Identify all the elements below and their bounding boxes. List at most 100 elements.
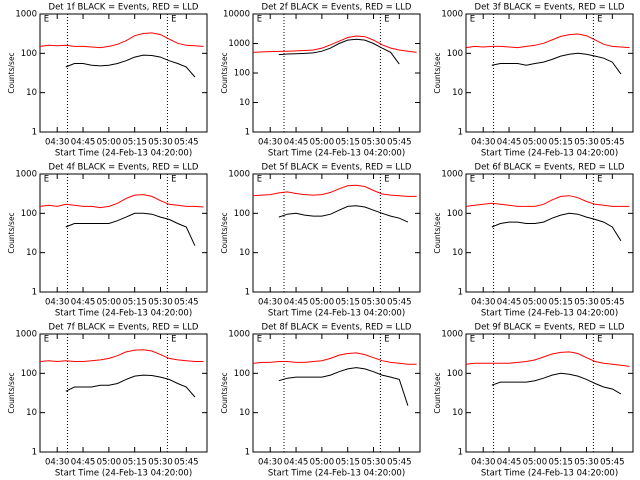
x-tick-label: 05:30: [148, 458, 173, 468]
x-tick-label: 04:30: [471, 298, 496, 308]
x-tick-label: 05:15: [548, 458, 573, 468]
x-tick-label: 05:15: [548, 138, 573, 148]
y-tick-label: 1: [245, 448, 250, 458]
plot-frame: [252, 333, 421, 453]
series-line: [278, 367, 409, 406]
panel: Det 1f BLACK = Events, RED = LLD Start Ti…: [7, 3, 208, 159]
x-tick-label: 05:15: [122, 458, 147, 468]
chart-title: Det 3f BLACK = Events, RED = LLD: [475, 3, 625, 13]
y-tick-label: 100: [234, 69, 250, 79]
y-tick-label: 1000: [441, 170, 463, 180]
x-tick-label: 04:45: [497, 138, 522, 148]
time-marker-label: E: [171, 175, 176, 185]
time-marker-label: E: [384, 175, 389, 185]
time-marker-label: E: [44, 335, 49, 345]
x-tick-label: 05:30: [361, 458, 386, 468]
y-tick-label: 10: [452, 88, 463, 98]
x-tick-label: 04:45: [71, 138, 96, 148]
y-tick-label: 1: [458, 448, 463, 458]
y-axis-label: Counts/sec: [433, 372, 442, 413]
x-axis-label: Start Time (24-Feb-13 04:20:00): [55, 309, 192, 319]
series-line: [278, 38, 400, 65]
plot-frame: [465, 173, 634, 293]
series-line: [65, 212, 196, 246]
x-tick-label: 05:45: [174, 458, 199, 468]
time-marker-label: E: [470, 335, 475, 345]
x-tick-label: 05:00: [310, 138, 335, 148]
y-tick-label: 10000: [223, 10, 250, 20]
time-marker-label: E: [257, 15, 262, 25]
y-tick-label: 1: [32, 288, 37, 298]
y-tick-label: 10: [239, 408, 250, 418]
x-tick-label: 05:30: [148, 138, 173, 148]
y-tick-label: 1000: [228, 39, 250, 49]
x-tick-label: 05:45: [600, 458, 625, 468]
time-marker-label: E: [470, 175, 475, 185]
time-marker-label: E: [171, 335, 176, 345]
series-line: [465, 33, 630, 49]
series-line: [252, 352, 417, 365]
y-tick-label: 10: [239, 98, 250, 108]
x-tick-label: 05:45: [387, 298, 412, 308]
y-tick-label: 100: [21, 369, 37, 379]
y-tick-label: 1: [245, 288, 250, 298]
x-tick-label: 05:15: [122, 298, 147, 308]
y-tick-label: 10: [26, 88, 37, 98]
y-tick-label: 1000: [15, 10, 37, 20]
x-tick-label: 05:30: [148, 298, 173, 308]
y-tick-label: 1000: [228, 330, 250, 340]
panel: Det 2f BLACK = Events, RED = LLD Start Ti…: [220, 3, 421, 159]
x-tick-label: 04:30: [45, 138, 70, 148]
y-tick-label: 10: [239, 248, 250, 258]
series-line: [465, 195, 630, 207]
x-tick-label: 05:45: [387, 138, 412, 148]
y-axis-label: Counts/sec: [220, 212, 229, 253]
plot-frame: [465, 13, 634, 133]
series-line: [39, 194, 204, 209]
y-tick-label: 1000: [441, 330, 463, 340]
y-axis-label: Counts/sec: [433, 212, 442, 253]
y-axis-label: Counts/sec: [220, 372, 229, 413]
x-tick-label: 05:30: [361, 138, 386, 148]
panel: Det 8f BLACK = Events, RED = LLD Start Ti…: [220, 323, 421, 479]
y-tick-label: 1000: [15, 330, 37, 340]
x-tick-label: 04:30: [258, 298, 283, 308]
x-tick-label: 05:45: [600, 298, 625, 308]
x-tick-label: 05:45: [387, 458, 412, 468]
y-tick-label: 1000: [228, 170, 250, 180]
series-line: [491, 212, 622, 242]
series-line: [39, 32, 204, 49]
time-marker-label: E: [44, 15, 49, 25]
panel: Det 6f BLACK = Events, RED = LLD Start Ti…: [433, 163, 634, 319]
x-tick-label: 05:15: [122, 138, 147, 148]
x-tick-label: 05:15: [548, 298, 573, 308]
x-tick-label: 04:30: [258, 458, 283, 468]
x-tick-label: 05:15: [335, 138, 360, 148]
panel: Det 4f BLACK = Events, RED = LLD Start Ti…: [7, 163, 208, 319]
x-axis-label: Start Time (24-Feb-13 04:20:00): [55, 469, 192, 479]
y-tick-label: 100: [234, 209, 250, 219]
y-tick-label: 100: [234, 369, 250, 379]
y-tick-label: 1: [32, 128, 37, 138]
series-line: [278, 205, 409, 223]
y-axis-label: Counts/sec: [7, 372, 16, 413]
y-tick-label: 1000: [15, 170, 37, 180]
y-tick-label: 100: [447, 209, 463, 219]
x-tick-label: 04:45: [284, 138, 309, 148]
y-axis-label: Counts/sec: [7, 52, 16, 93]
series-line: [39, 349, 204, 363]
x-tick-label: 04:45: [284, 458, 309, 468]
y-tick-label: 1: [32, 448, 37, 458]
time-marker-label: E: [171, 15, 176, 25]
y-axis-label: Counts/sec: [220, 52, 229, 93]
x-tick-label: 04:30: [45, 298, 70, 308]
series-line: [252, 184, 417, 197]
y-tick-label: 10: [26, 248, 37, 258]
plot-frame: [465, 333, 634, 453]
chart-title: Det 7f BLACK = Events, RED = LLD: [49, 323, 199, 333]
y-tick-label: 1: [245, 128, 250, 138]
plot-frame: [252, 173, 421, 293]
y-tick-label: 100: [21, 209, 37, 219]
time-marker-label: E: [257, 175, 262, 185]
